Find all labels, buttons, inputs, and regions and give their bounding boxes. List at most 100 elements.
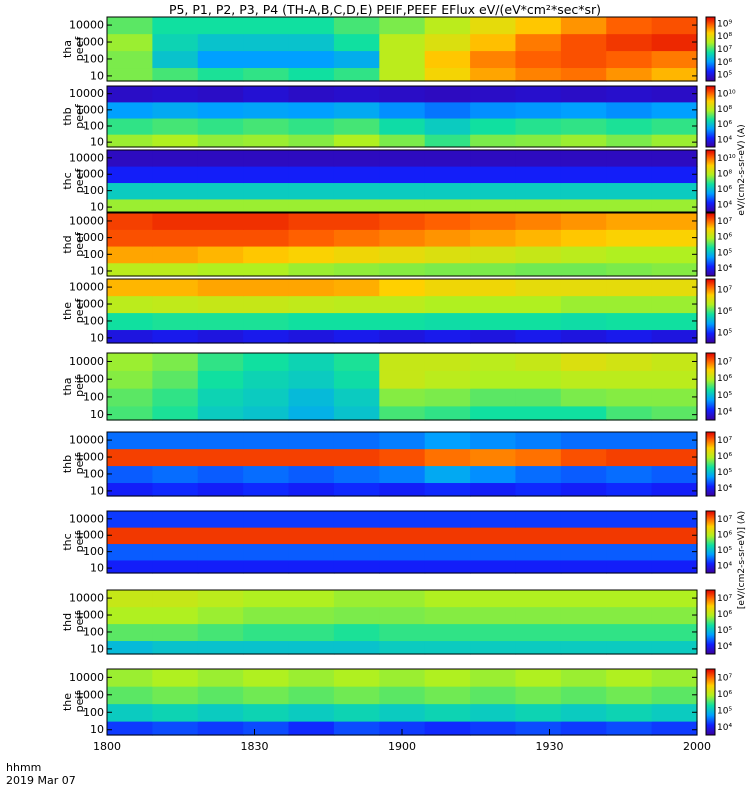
y-tick-label: 100 — [83, 706, 104, 719]
heatmap-cell — [197, 213, 244, 230]
heatmap-cell — [379, 166, 426, 184]
heatmap-cell — [515, 669, 562, 687]
panel-label: thdpeif — [61, 611, 86, 633]
heatmap-cell — [107, 353, 153, 371]
heatmap-cell — [107, 134, 153, 148]
heatmap-cell — [243, 134, 290, 148]
y-tick-label: 100 — [83, 119, 104, 132]
heatmap-cell — [515, 465, 562, 484]
heatmap-cell — [651, 312, 698, 331]
heatmap-cell — [606, 721, 653, 736]
heatmap-cell — [152, 182, 199, 200]
heatmap-cell — [470, 86, 517, 103]
heatmap-cell — [288, 117, 335, 135]
heatmap-cell — [107, 388, 153, 407]
panel-label: thbpeif — [61, 453, 86, 475]
heatmap-cell — [333, 312, 380, 331]
heatmap-cell — [651, 101, 698, 119]
y-tick-label: 10000 — [69, 434, 104, 447]
heatmap-cell — [107, 295, 153, 314]
heatmap-cell — [379, 432, 426, 450]
heatmap-cell — [560, 511, 607, 528]
heatmap-cell — [243, 448, 290, 467]
heatmap-cell — [243, 623, 290, 642]
colorbar-tick-label: 10⁴ — [717, 723, 732, 733]
heatmap-cell — [333, 262, 380, 277]
heatmap-cell — [152, 101, 199, 119]
heatmap-cell — [424, 511, 471, 528]
heatmap-cell — [379, 482, 426, 497]
heatmap-cell — [152, 353, 199, 371]
heatmap-cell — [333, 432, 380, 450]
heatmap-cell — [243, 117, 290, 135]
colorbar-tick-label: 10⁸ — [717, 105, 732, 115]
heatmap-cell — [152, 432, 199, 450]
heatmap-cell — [606, 198, 653, 213]
heatmap-cell — [651, 117, 698, 135]
heatmap-cell — [470, 606, 517, 625]
heatmap-cell — [470, 543, 517, 561]
heatmap-cell — [197, 703, 244, 722]
heatmap-cell — [197, 117, 244, 135]
colorbar-units-label-top: eV/(cm2-s-sr-eV) (A) — [737, 124, 747, 215]
heatmap-cell — [197, 229, 244, 247]
heatmap-cell — [107, 166, 153, 184]
heatmap-cell — [424, 245, 471, 264]
heatmap-cell — [379, 101, 426, 119]
heatmap-cell — [560, 101, 607, 119]
heatmap-cell — [152, 134, 199, 148]
heatmap-cell — [197, 405, 244, 421]
heatmap-cell — [515, 101, 562, 119]
heatmap-cell — [107, 606, 153, 625]
colorbar — [705, 589, 716, 655]
heatmap-cell — [288, 448, 335, 467]
heatmap-cell — [333, 606, 380, 625]
heatmap-cell — [107, 623, 153, 642]
heatmap-cell — [606, 17, 653, 35]
colorbar — [705, 16, 716, 82]
y-tick-label: 1000 — [76, 451, 104, 464]
heatmap-cell — [333, 353, 380, 371]
heatmap-cell — [515, 213, 562, 230]
heatmap-cell — [424, 117, 471, 135]
y-tick-label: 10 — [90, 723, 104, 736]
heatmap-cell — [288, 150, 335, 167]
heatmap-cell — [470, 329, 517, 344]
heatmap-cell — [107, 50, 153, 69]
heatmap-cell — [107, 432, 153, 450]
heatmap-cell — [243, 17, 290, 35]
heatmap-cell — [424, 640, 471, 655]
heatmap-cell — [470, 686, 517, 705]
heatmap-cell — [424, 150, 471, 167]
heatmap-cell — [197, 543, 244, 561]
heatmap-cell — [379, 312, 426, 331]
heatmap-cell — [651, 482, 698, 497]
heatmap-cell — [515, 721, 562, 736]
y-tick-label: 10000 — [69, 214, 104, 227]
heatmap-cell — [515, 117, 562, 135]
heatmap-cell — [424, 229, 471, 247]
heatmap-cell — [107, 198, 153, 213]
heatmap-cell — [606, 295, 653, 314]
y-tick-label: 10000 — [69, 151, 104, 164]
heatmap-cell — [333, 17, 380, 35]
heatmap-cell — [379, 686, 426, 705]
heatmap-cell — [606, 166, 653, 184]
heatmap-cell — [424, 279, 471, 297]
heatmap-cell — [515, 370, 562, 389]
colorbar-tick-label: 10⁶ — [717, 233, 732, 243]
heatmap-cell — [333, 101, 380, 119]
heatmap-cell — [606, 432, 653, 450]
heatmap-cell — [470, 669, 517, 687]
heatmap-cell — [197, 465, 244, 484]
heatmap-cell — [152, 17, 199, 35]
heatmap-cell — [606, 33, 653, 52]
heatmap-cell — [288, 50, 335, 69]
colorbar-tick-label: 10¹⁰ — [717, 90, 736, 100]
heatmap-cell — [288, 101, 335, 119]
y-tick-label: 1000 — [76, 231, 104, 244]
heatmap-cell — [197, 329, 244, 344]
colorbar-tick-label: 10⁶ — [717, 58, 732, 68]
heatmap-cell — [379, 33, 426, 52]
